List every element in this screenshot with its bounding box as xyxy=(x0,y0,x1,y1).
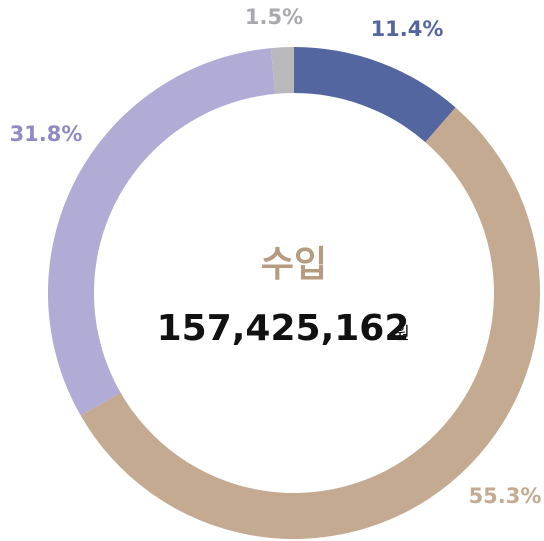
segment-label: 1.5% xyxy=(245,5,303,29)
center-unit: 원 xyxy=(394,324,410,344)
segment-label: 11.4% xyxy=(371,17,444,41)
center-title: 수입 xyxy=(261,244,327,285)
donut-segment xyxy=(48,48,276,416)
donut-segment xyxy=(80,107,540,539)
donut-segment xyxy=(270,47,294,94)
segment-label: 55.3% xyxy=(469,484,542,508)
segment-label: 31.8% xyxy=(10,122,83,146)
center-value: 157,425,162 xyxy=(157,308,410,349)
donut-segment xyxy=(294,47,456,143)
